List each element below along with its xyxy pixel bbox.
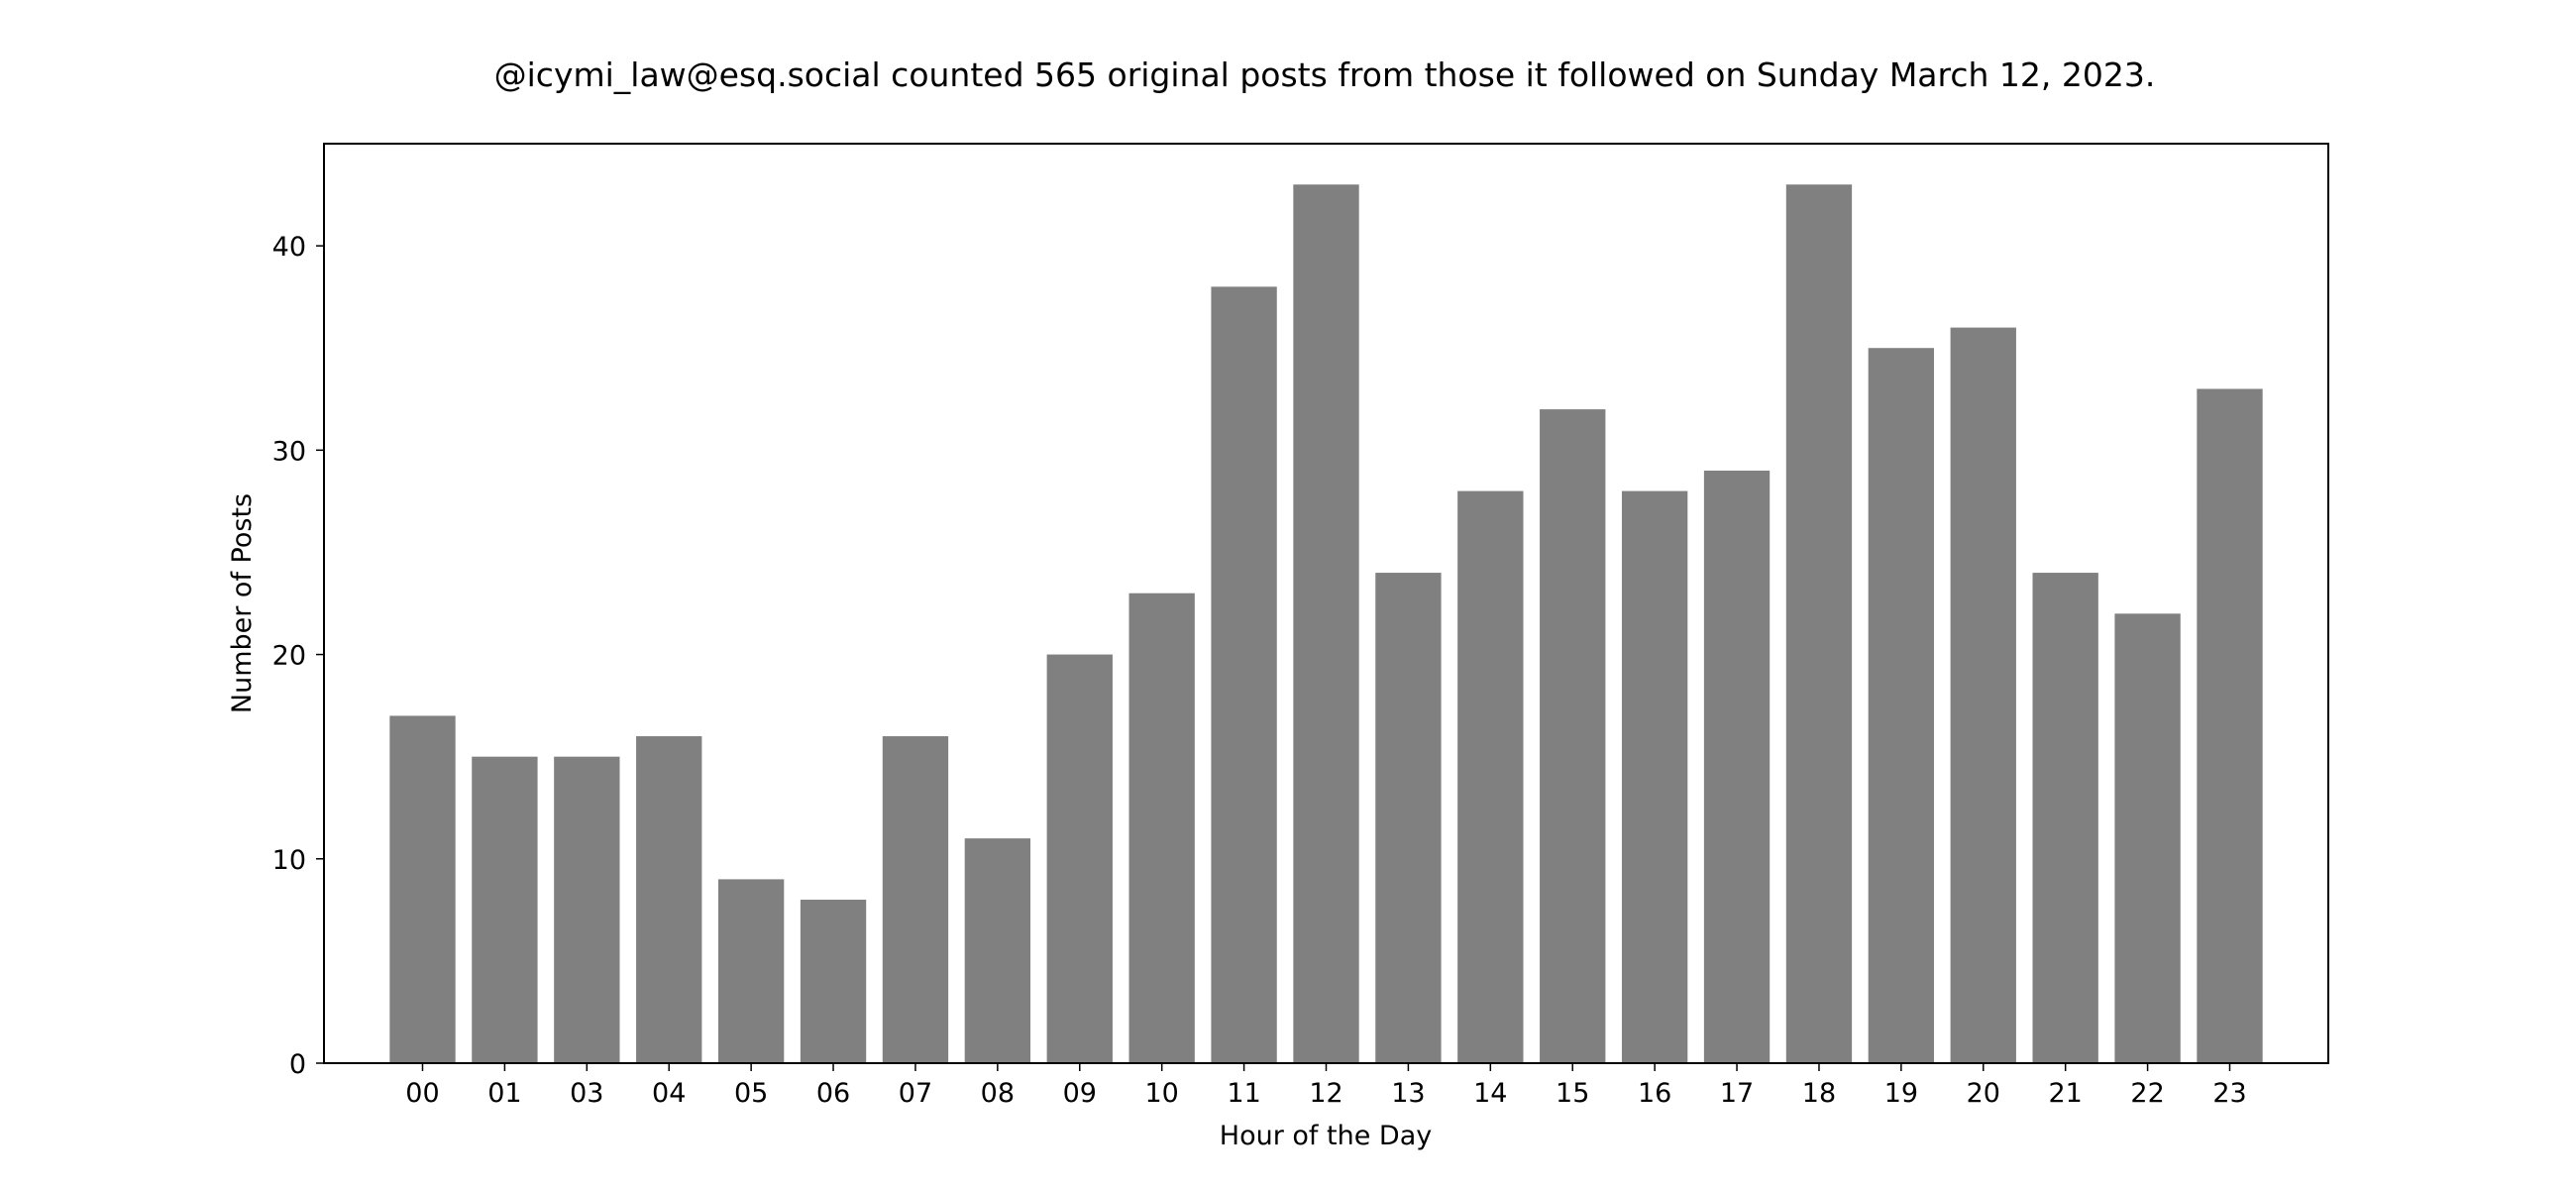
y-tick-label: 30 <box>272 436 306 467</box>
x-tick-label: 04 <box>652 1078 686 1109</box>
x-tick-label: 15 <box>1556 1078 1589 1109</box>
bar-17 <box>1703 470 1771 1064</box>
bar-01 <box>472 756 538 1063</box>
bar-14 <box>1457 490 1524 1064</box>
bar-19 <box>1868 348 1935 1064</box>
x-tick-label: 09 <box>1063 1078 1097 1109</box>
bar-15 <box>1540 409 1606 1064</box>
x-tick-label: 10 <box>1145 1078 1179 1109</box>
x-tick-label: 01 <box>487 1078 521 1109</box>
x-tick-label: 00 <box>405 1078 439 1109</box>
y-tick-label: 0 <box>289 1049 306 1080</box>
bar-05 <box>717 879 785 1063</box>
bar-22 <box>2114 613 2181 1063</box>
x-tick-label: 05 <box>734 1078 768 1109</box>
x-tick-label: 21 <box>2049 1078 2083 1109</box>
bar-04 <box>636 736 702 1063</box>
y-tick-label: 40 <box>272 232 306 263</box>
x-tick-label: 11 <box>1227 1078 1260 1109</box>
x-tick-label: 20 <box>1967 1078 2000 1109</box>
bar-09 <box>1046 654 1113 1063</box>
x-tick-label: 22 <box>2130 1078 2164 1109</box>
bar-08 <box>964 838 1031 1063</box>
x-axis: 00 01 03 04 05 06 07 08 09 10 11 12 13 14 15 16 17 18 19 20… <box>405 1063 2247 1109</box>
bar-12 <box>1293 184 1359 1064</box>
bar-06 <box>800 900 867 1063</box>
bar-11 <box>1211 286 1277 1063</box>
x-tick-label: 14 <box>1473 1078 1507 1109</box>
bar-16 <box>1621 490 1688 1064</box>
bar-18 <box>1785 184 1853 1064</box>
x-tick-label: 08 <box>981 1078 1015 1109</box>
y-axis: 0 10 20 30 40 <box>272 232 324 1080</box>
bar-20 <box>1950 327 2016 1064</box>
x-tick-label: 03 <box>570 1078 603 1109</box>
bar-23 <box>2197 388 2263 1064</box>
x-tick-label: 19 <box>1884 1078 1918 1109</box>
x-tick-label: 23 <box>2212 1078 2246 1109</box>
bar-10 <box>1128 593 1195 1063</box>
bar-00 <box>389 715 456 1063</box>
x-axis-label: Hour of the Day <box>1220 1121 1432 1151</box>
bars-layer <box>389 184 2263 1064</box>
x-tick-label: 12 <box>1309 1078 1342 1109</box>
x-tick-label: 07 <box>899 1078 932 1109</box>
x-tick-label: 06 <box>816 1078 850 1109</box>
plot-frame <box>323 143 2329 1064</box>
y-axis-label: Number of Posts <box>227 493 258 713</box>
bar-03 <box>554 756 620 1063</box>
x-tick-label: 18 <box>1802 1078 1836 1109</box>
x-tick-label: 16 <box>1638 1078 1671 1109</box>
y-tick-label: 10 <box>272 845 306 876</box>
bar-13 <box>1375 573 1442 1063</box>
bar-07 <box>882 736 949 1063</box>
bar-21 <box>2032 573 2098 1063</box>
y-tick-label: 20 <box>272 641 306 672</box>
x-tick-label: 13 <box>1391 1078 1425 1109</box>
chart-title: @icymi_law@esq.social counted 565 origin… <box>494 55 2156 94</box>
x-tick-label: 17 <box>1720 1078 1754 1109</box>
